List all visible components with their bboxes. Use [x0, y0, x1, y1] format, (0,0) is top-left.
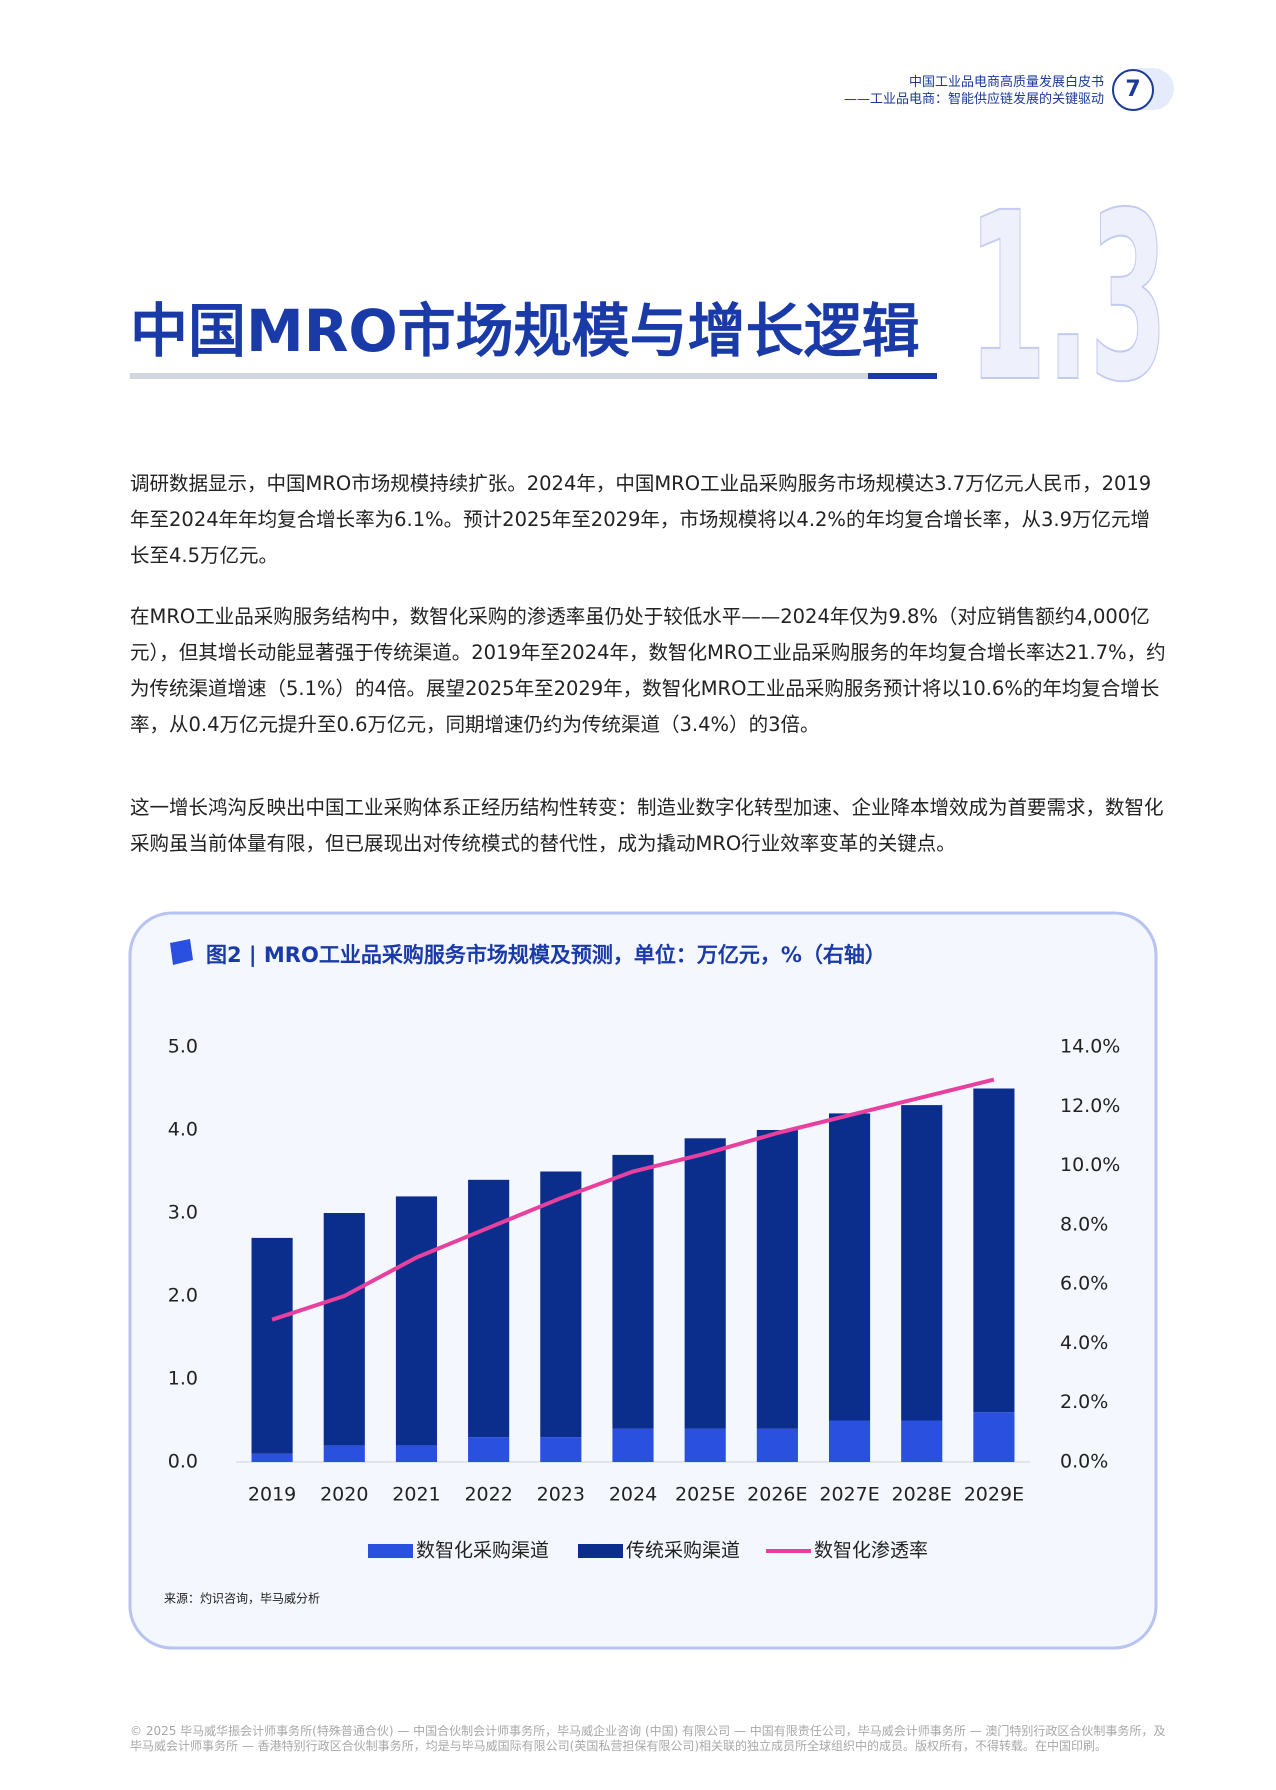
y-tick-label: 5.0 — [168, 1036, 198, 1058]
x-tick-label: 2019 — [248, 1484, 296, 1506]
bar-segment — [468, 1437, 510, 1462]
x-tick-label: 2028E — [892, 1484, 952, 1506]
bar-segment — [828, 1113, 871, 1421]
legend-label: 数智化采购渠道 — [416, 1540, 549, 1562]
paragraph: 这一增长鸿沟反映出中国工业采购体系正经历结构性转变：制造业数字化转型加速、企业降… — [130, 796, 1164, 855]
bar-segment — [756, 1130, 798, 1429]
chart-title: 图2 | MRO工业品采购服务市场规模及预测，单位：万亿元，%（右轴） — [206, 943, 886, 968]
x-tick-label: 2021 — [392, 1484, 440, 1506]
y-tick-label: 1.0 — [168, 1368, 198, 1390]
page-number: 7 — [1112, 69, 1154, 111]
y-tick-label: 3.0 — [168, 1202, 198, 1224]
y2-tick-label: 10.0% — [1060, 1154, 1120, 1176]
y-tick-label: 4.0 — [168, 1119, 198, 1141]
title-rule-accent — [868, 373, 937, 379]
bar-segment — [395, 1445, 438, 1462]
y2-tick-label: 12.0% — [1060, 1095, 1120, 1117]
bar-segment — [540, 1437, 582, 1462]
x-tick-label: 2024 — [609, 1484, 657, 1506]
bar-segment — [251, 1237, 293, 1454]
bar-segment — [251, 1453, 293, 1462]
x-tick-label: 2025E — [675, 1484, 735, 1506]
legend-swatch — [368, 1544, 413, 1558]
bar-segment — [973, 1412, 1015, 1462]
bar-segment — [901, 1105, 943, 1421]
section-number: 1.3 — [968, 190, 1168, 390]
y-tick-label: 2.0 — [168, 1285, 198, 1307]
legend-label: 传统采购渠道 — [626, 1540, 740, 1562]
bar-segment — [323, 1445, 365, 1462]
paragraph: 调研数据显示，中国MRO市场规模持续扩张。2024年，中国MRO工业品采购服务市… — [130, 472, 1152, 567]
y2-tick-label: 0.0% — [1060, 1451, 1108, 1473]
x-tick-label: 2020 — [320, 1484, 368, 1506]
legend-label: 数智化渗透率 — [814, 1540, 928, 1562]
y2-tick-label: 4.0% — [1060, 1332, 1108, 1354]
title-icon — [170, 939, 193, 965]
footer: © 2025 毕马威华振会计师事务所(特殊普通合伙) — 中国合伙制会计师事务所… — [130, 1724, 1166, 1753]
y2-tick-label: 14.0% — [1060, 1036, 1120, 1058]
x-tick-label: 2027E — [819, 1484, 879, 1506]
bar-segment — [828, 1420, 871, 1462]
line-series — [271, 1077, 995, 1322]
bar-segment — [756, 1428, 798, 1462]
section-title: 中国MRO市场规模与增长逻辑 — [130, 297, 920, 365]
y2-tick-label: 2.0% — [1060, 1391, 1108, 1413]
bar-segment — [612, 1154, 654, 1429]
bar-segment — [540, 1171, 582, 1438]
y2-tick-label: 8.0% — [1060, 1213, 1108, 1235]
paragraph: 在MRO工业品采购服务结构中，数智化采购的渗透率虽仍处于较低水平——2024年仅… — [130, 605, 1166, 736]
bar-segment — [395, 1196, 438, 1446]
bar-segment — [901, 1420, 943, 1462]
bar-segment — [684, 1428, 726, 1462]
legend-swatch — [578, 1544, 623, 1558]
header-title: 中国工业品电商高质量发展白皮书 — [908, 75, 1104, 90]
header-subtitle: ——工业品电商：智能供应链发展的关键驱动 — [843, 92, 1104, 107]
bar-segment — [973, 1088, 1015, 1413]
title-rule — [130, 373, 937, 379]
bar-segment — [323, 1213, 365, 1446]
y-tick-label: 0.0 — [168, 1451, 198, 1473]
x-tick-label: 2026E — [747, 1484, 807, 1506]
x-tick-label: 2022 — [464, 1484, 512, 1506]
bar-segment — [612, 1428, 654, 1462]
y2-tick-label: 6.0% — [1060, 1273, 1108, 1295]
x-tick-label: 2023 — [537, 1484, 585, 1506]
section-number-graphic: 1.3 — [967, 190, 1169, 390]
x-tick-label: 2029E — [964, 1484, 1024, 1506]
source: 来源：灼识咨询，毕马威分析 — [164, 1591, 320, 1606]
bar-segment — [684, 1138, 726, 1429]
bar-segment — [468, 1179, 510, 1438]
